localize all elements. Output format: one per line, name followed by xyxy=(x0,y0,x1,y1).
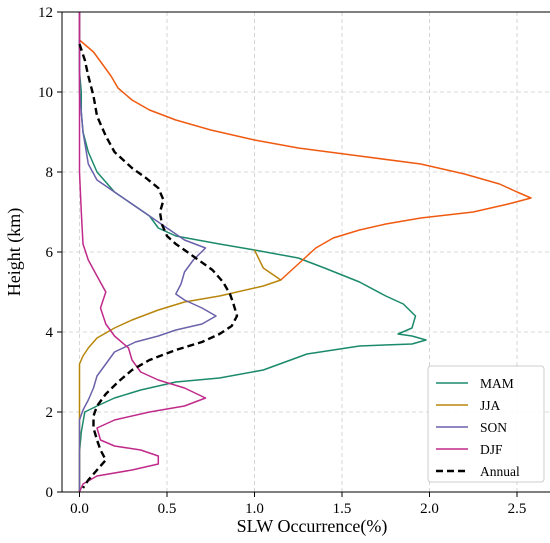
x-tick-label: 1.5 xyxy=(333,501,352,517)
legend-box xyxy=(427,365,545,483)
legend-label: Annual xyxy=(480,464,520,479)
series-line-jja xyxy=(78,249,282,492)
legend-label: MAM xyxy=(480,376,514,391)
y-tick-label: 8 xyxy=(46,165,54,181)
y-tick-label: 0 xyxy=(46,485,54,501)
series-line-mam xyxy=(78,12,427,492)
x-tick-label: 0.5 xyxy=(158,501,177,517)
legend-label: JJA xyxy=(480,398,501,413)
y-axis-label: Height (km) xyxy=(4,208,25,296)
legend-label: DJF xyxy=(480,442,503,457)
series-line-annual xyxy=(78,43,239,489)
y-tick-label: 4 xyxy=(46,325,54,341)
y-tick-label: 6 xyxy=(46,245,54,261)
axis-ticks: 0.0 0.5 1.0 1.5 2.0 2.5 0 2 4 6 8 10 12 xyxy=(38,5,526,517)
series-line-son xyxy=(78,12,217,492)
y-tick-label: 10 xyxy=(38,85,53,101)
x-axis-label: SLW Occurrence(%) xyxy=(237,516,388,537)
series-layer xyxy=(78,12,532,493)
legend: MAM JJA SON DJF Annual xyxy=(427,365,545,483)
legend-label: SON xyxy=(480,420,507,435)
y-tick-label: 12 xyxy=(38,5,53,21)
series-line-jja-upper xyxy=(78,12,532,281)
x-tick-label: 0.0 xyxy=(70,501,89,517)
series-line-djf xyxy=(78,12,207,493)
x-tick-label: 2.5 xyxy=(508,501,527,517)
y-tick-label: 2 xyxy=(46,405,54,421)
x-tick-label: 2.0 xyxy=(420,501,439,517)
x-tick-label: 1.0 xyxy=(245,501,264,517)
